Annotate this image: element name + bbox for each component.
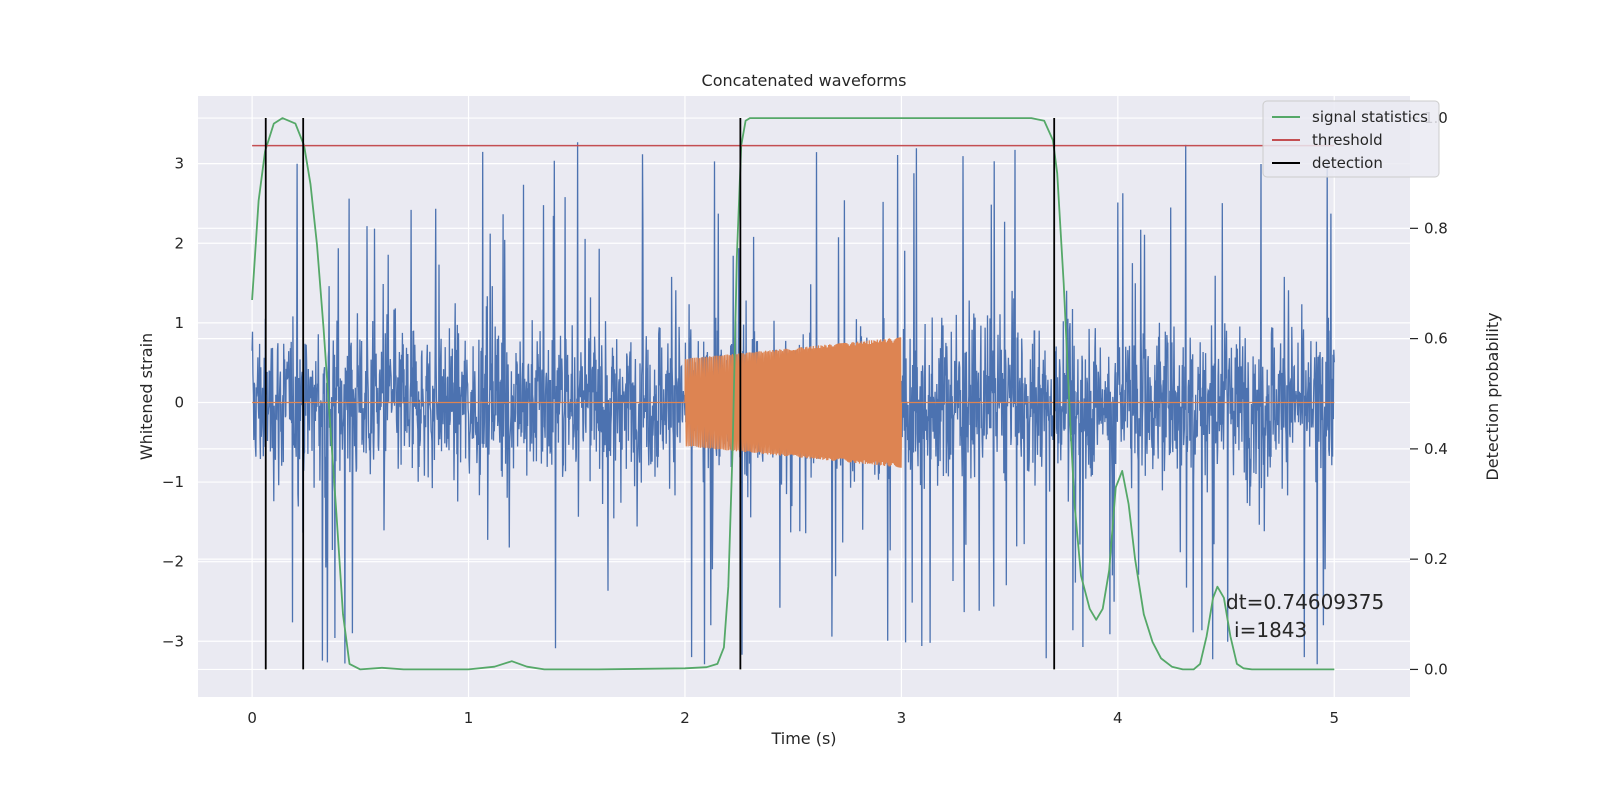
legend-label: threshold (1312, 131, 1383, 149)
y2-axis-label: Detection probability (1483, 312, 1502, 480)
y-tick-label: −2 (162, 553, 184, 571)
y-axis-label: Whitened strain (137, 333, 156, 460)
y-tick-label: 1 (174, 314, 184, 332)
legend-label: signal statistics (1312, 108, 1428, 126)
x-tick-label: 0 (247, 709, 257, 727)
y2-tick-label: 0.4 (1424, 440, 1448, 458)
y-tick-label: −3 (162, 632, 184, 650)
legend-label: detection (1312, 154, 1383, 172)
signal-statistics-line (251, 117, 1335, 671)
legend: signal statistics threshold detection (1262, 100, 1440, 178)
x-tick-label: 4 (1113, 709, 1123, 727)
y2-tick-label: 0.8 (1424, 219, 1448, 237)
x-tick-label: 2 (680, 709, 690, 727)
series-layer (251, 117, 1335, 671)
y2-tick-label: 0.6 (1424, 330, 1448, 348)
y-tick-label: −1 (162, 473, 184, 491)
series-injected-chirp (252, 337, 1335, 468)
y2-tick-label: 0.0 (1424, 660, 1448, 678)
x-axis-label: Time (s) (770, 729, 836, 748)
x-tick-label: 1 (464, 709, 474, 727)
legend-box (1262, 100, 1440, 178)
y-tick-label: 3 (174, 155, 184, 173)
annotation-line-2: i=1843 (1234, 618, 1307, 642)
y-tick-label: 0 (174, 393, 184, 411)
x-tick-label: 5 (1329, 709, 1339, 727)
y2-tick-label: 0.2 (1424, 550, 1448, 568)
annotation-line-1: dt=0.74609375 (1226, 590, 1384, 614)
y-tick-label: 2 (174, 234, 184, 252)
annotation: dt=0.74609375 i=1843 (1226, 590, 1384, 642)
chart-title: Concatenated waveforms (702, 71, 907, 90)
x-tick-label: 3 (897, 709, 907, 727)
